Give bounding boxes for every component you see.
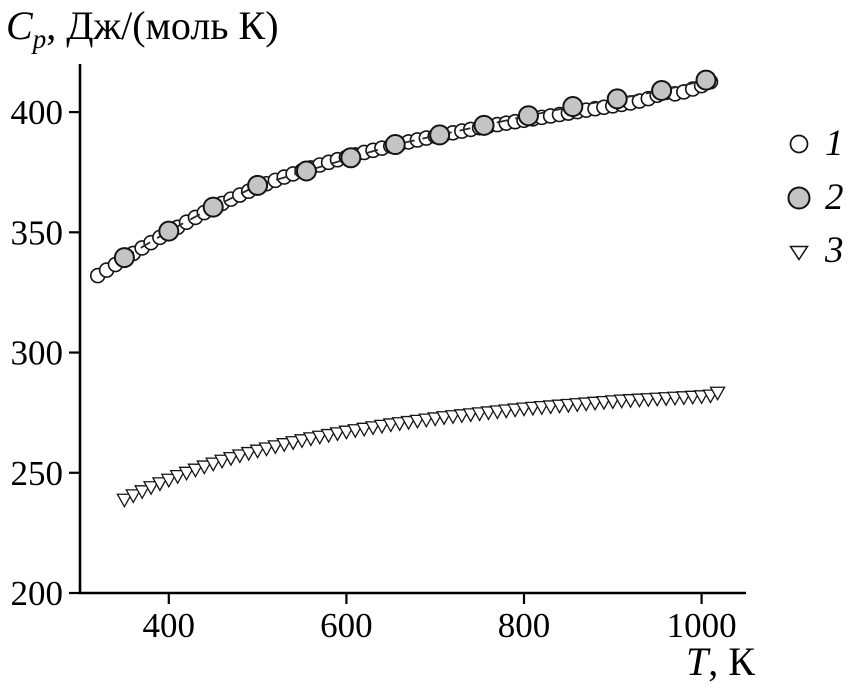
series-2-marker bbox=[606, 88, 628, 110]
x-tick-label: 800 bbox=[498, 606, 551, 645]
gray-circle-icon bbox=[787, 186, 811, 210]
x-tick-label: 600 bbox=[320, 606, 373, 645]
x-axis-symbol: T bbox=[686, 639, 709, 684]
series-2-marker bbox=[517, 105, 539, 127]
series-3-marker bbox=[285, 436, 302, 451]
series-3-marker bbox=[709, 386, 726, 402]
open-triangle-icon bbox=[789, 245, 809, 261]
legend-item-1: 1 bbox=[786, 123, 844, 165]
series-3-marker bbox=[134, 485, 151, 500]
y-axis-title: Cp, Дж/(моль К) bbox=[6, 2, 279, 55]
legend-item-2: 2 bbox=[786, 176, 844, 219]
series-3-marker bbox=[293, 434, 311, 449]
series-line-3 bbox=[124, 391, 718, 500]
x-axis-title: T, К bbox=[686, 638, 755, 685]
legend-item-3: 3 bbox=[786, 231, 844, 272]
series-2-marker bbox=[651, 79, 673, 101]
series-3-marker bbox=[347, 424, 364, 439]
series-3-marker bbox=[142, 481, 160, 496]
series-3-marker bbox=[382, 418, 399, 433]
series-3-marker bbox=[160, 473, 177, 489]
series-3-marker bbox=[240, 446, 257, 462]
series-3-marker bbox=[205, 457, 222, 472]
series-2-marker bbox=[113, 247, 135, 269]
series-3-marker bbox=[169, 470, 186, 485]
series-2-marker bbox=[202, 196, 224, 218]
series-3-marker bbox=[187, 463, 204, 478]
y-axis-subscript: p bbox=[32, 24, 47, 54]
series-3-marker bbox=[427, 412, 444, 427]
series-3-marker bbox=[302, 432, 319, 447]
y-tick-label: 400 bbox=[11, 93, 64, 132]
series-3-marker bbox=[364, 421, 382, 436]
series-2-marker bbox=[295, 160, 317, 182]
series-3-marker bbox=[267, 440, 284, 455]
y-tick-label: 350 bbox=[11, 213, 64, 252]
legend: 1 2 3 bbox=[786, 123, 844, 272]
series-3-marker bbox=[320, 428, 337, 444]
y-tick-label: 200 bbox=[11, 574, 64, 613]
x-axis-units: , К bbox=[708, 639, 755, 684]
open-circle-icon bbox=[789, 134, 809, 154]
series-3-marker bbox=[276, 438, 293, 453]
y-tick-label: 300 bbox=[11, 334, 64, 373]
series-3-marker bbox=[373, 419, 391, 435]
y-axis-units: , Дж/(моль К) bbox=[46, 3, 279, 48]
series-2-marker bbox=[429, 124, 451, 146]
series-3-marker bbox=[338, 425, 355, 441]
legend-label-1: 1 bbox=[825, 123, 844, 164]
x-tick-label: 400 bbox=[143, 606, 196, 645]
series-2-marker bbox=[340, 147, 362, 169]
legend-label-2: 2 bbox=[825, 176, 844, 218]
series-3-marker bbox=[400, 415, 417, 431]
series-2-marker bbox=[158, 220, 180, 242]
series-3-marker bbox=[258, 442, 275, 457]
series-3-marker bbox=[178, 466, 195, 482]
series-3-marker bbox=[125, 489, 142, 504]
series-3-marker bbox=[356, 422, 373, 438]
series-2-marker bbox=[562, 96, 584, 118]
y-axis-symbol: C bbox=[6, 3, 33, 48]
series-2-marker bbox=[247, 174, 269, 196]
series-3-marker bbox=[151, 477, 169, 492]
series-3-marker bbox=[213, 454, 231, 470]
series-2-marker bbox=[695, 69, 717, 91]
series-3-marker bbox=[311, 430, 328, 446]
series-3-marker bbox=[391, 417, 408, 432]
series-3-marker bbox=[418, 413, 435, 428]
series-3-marker bbox=[329, 427, 346, 442]
series-2-marker bbox=[473, 114, 495, 136]
y-tick-label: 250 bbox=[11, 454, 64, 493]
series-3-marker bbox=[222, 451, 240, 467]
series-3-marker bbox=[196, 460, 213, 475]
series-2-marker bbox=[384, 134, 406, 156]
series-3-marker bbox=[249, 444, 266, 460]
legend-label-3: 3 bbox=[825, 230, 844, 272]
x-tick-label: 1000 bbox=[667, 606, 737, 645]
series-3-marker bbox=[409, 414, 426, 430]
series-3-marker bbox=[231, 449, 248, 464]
series-3-marker bbox=[116, 493, 133, 509]
